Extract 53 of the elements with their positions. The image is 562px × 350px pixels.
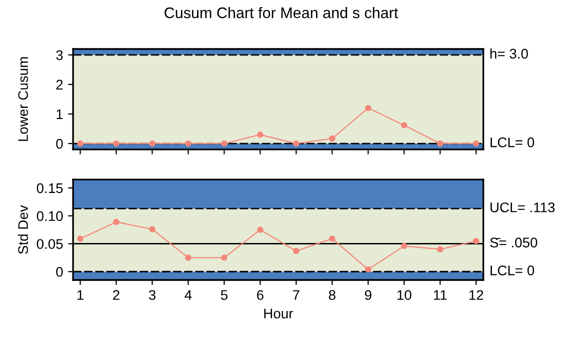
point [437,246,444,252]
y-tick-label: 0.10 [36,211,63,222]
point [472,140,480,147]
x-tick-label: 10 [397,290,412,300]
point [329,236,336,242]
ref-line-label: LCL= 0 [490,266,534,276]
y-tick-label: 1 [56,109,63,120]
ref-line-label: LCL= 0 [490,137,534,148]
y-tick-label: 0.05 [36,239,63,249]
point [185,140,192,147]
point [329,135,336,142]
chart-title: Cusum Chart for Mean and s chart [164,7,398,18]
point [113,218,120,226]
x-tick-label: 1 [77,290,84,300]
x-tick-label: 7 [293,290,300,300]
point [149,140,156,147]
point [77,236,84,242]
point [113,140,120,147]
point [401,242,408,250]
x-tick-label: 3 [148,290,156,300]
ref-line-label: S̄= .050 [490,238,538,248]
point [257,132,264,138]
point [149,226,156,232]
y-tick-label: 0 [56,138,63,149]
point [365,104,372,112]
point [293,140,300,147]
y-tick-label: 0 [56,266,63,277]
point [77,140,84,147]
x-tick-label: 5 [220,290,228,300]
y-tick-label: 0.15 [36,183,63,194]
y-axis-title: Lower Cusum [18,57,28,141]
point [257,226,264,233]
x-tick-label: 12 [469,290,484,300]
y-tick-label: 3 [56,50,63,60]
point [185,254,192,261]
point [472,238,480,244]
y-tick-label: 2 [56,80,63,90]
x-tick-label: 2 [113,290,120,300]
ref-line-label: h= 3.0 [490,48,528,59]
x-tick-label: 11 [434,290,447,300]
y-axis-title: Std Dev [18,205,28,254]
point [437,140,444,147]
point [221,254,228,261]
ref-line-label: UCL= .113 [490,202,555,212]
point [293,248,300,254]
x-tick-label: 4 [184,290,192,300]
point [221,140,228,147]
x-tick-label: 8 [328,290,336,300]
point [365,266,372,273]
x-tick-label: 9 [364,290,372,300]
x-axis-title: Hour [264,308,294,318]
point [401,122,408,128]
x-tick-label: 6 [257,290,264,300]
